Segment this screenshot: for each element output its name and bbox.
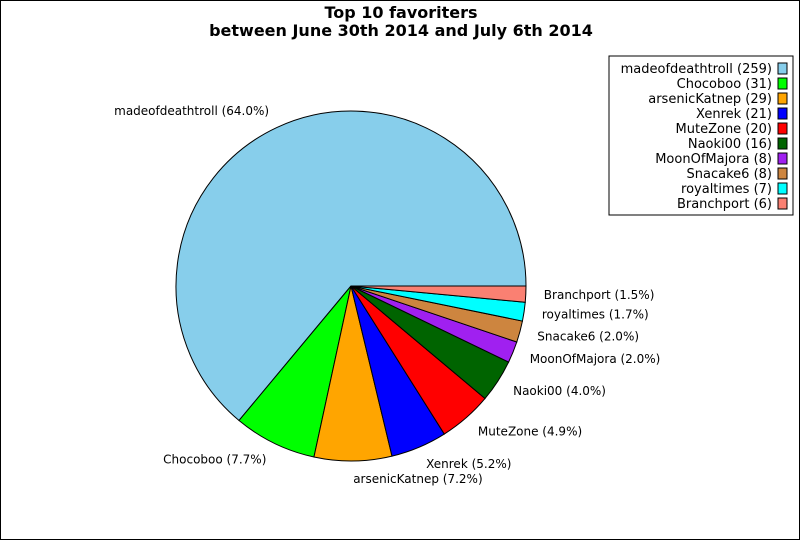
slice-label-xenrek: Xenrek (5.2%): [426, 457, 511, 471]
legend-label-madeofdeathtroll: madeofdeathtroll (259): [621, 62, 772, 77]
legend-swatch-xenrek: [777, 107, 788, 120]
slice-label-moonofmajora: MoonOfMajora (2.0%): [530, 352, 661, 366]
legend-box: [608, 55, 794, 216]
legend-swatch-royaltimes: [777, 182, 788, 195]
legend-swatch-naoki00: [777, 137, 788, 150]
legend-label-royaltimes: royaltimes (7): [681, 182, 772, 197]
legend-swatch-snacake6: [777, 167, 788, 180]
chart-title: Top 10 favoriters: [324, 3, 477, 22]
legend-label-xenrek: Xenrek (21): [696, 107, 772, 122]
legend-label-moonofmajora: MoonOfMajora (8): [655, 152, 772, 167]
legend-swatch-arsenickatnep: [777, 92, 788, 105]
slice-label-royaltimes: royaltimes (1.7%): [542, 307, 649, 321]
legend-label-branchport: Branchport (6): [677, 197, 772, 212]
legend-swatch-mutezone: [777, 122, 788, 135]
chart-subtitle: between June 30th 2014 and July 6th 2014: [209, 21, 593, 40]
slice-label-snacake6: Snacake6 (2.0%): [537, 329, 639, 343]
legend-label-mutezone: MuteZone (20): [676, 122, 772, 137]
slice-label-naoki00: Naoki00 (4.0%): [513, 384, 606, 398]
slice-label-mutezone: MuteZone (4.9%): [478, 424, 582, 438]
slice-label-chocoboo: Chocoboo (7.7%): [163, 453, 266, 467]
legend-swatch-branchport: [777, 197, 788, 210]
pie-slice-madeofdeathtroll: [175, 110, 527, 422]
legend-label-chocoboo: Chocoboo (31): [677, 77, 772, 92]
legend-label-naoki00: Naoki00 (16): [688, 137, 772, 152]
legend-label-snacake6: Snacake6 (8): [687, 167, 772, 182]
legend-label-arsenickatnep: arsenicKatnep (29): [648, 92, 772, 107]
legend-swatch-chocoboo: [777, 77, 788, 90]
slice-label-branchport: Branchport (1.5%): [544, 288, 655, 302]
legend-swatch-madeofdeathtroll: [777, 62, 788, 75]
pie-slice-labels: madeofdeathtroll (64.0%) Chocoboo (7.7%) a…: [114, 104, 660, 486]
slice-label-arsenickatnep: arsenicKatnep (7.2%): [353, 472, 482, 486]
chart-legend: madeofdeathtroll (259)Chocoboo (31)arsen…: [608, 55, 794, 216]
slice-label-madeofdeathtroll: madeofdeathtroll (64.0%): [114, 104, 269, 118]
legend-swatch-moonofmajora: [777, 152, 788, 165]
pie-slices: [175, 110, 527, 462]
pie-slice-branchport: [350, 285, 527, 303]
